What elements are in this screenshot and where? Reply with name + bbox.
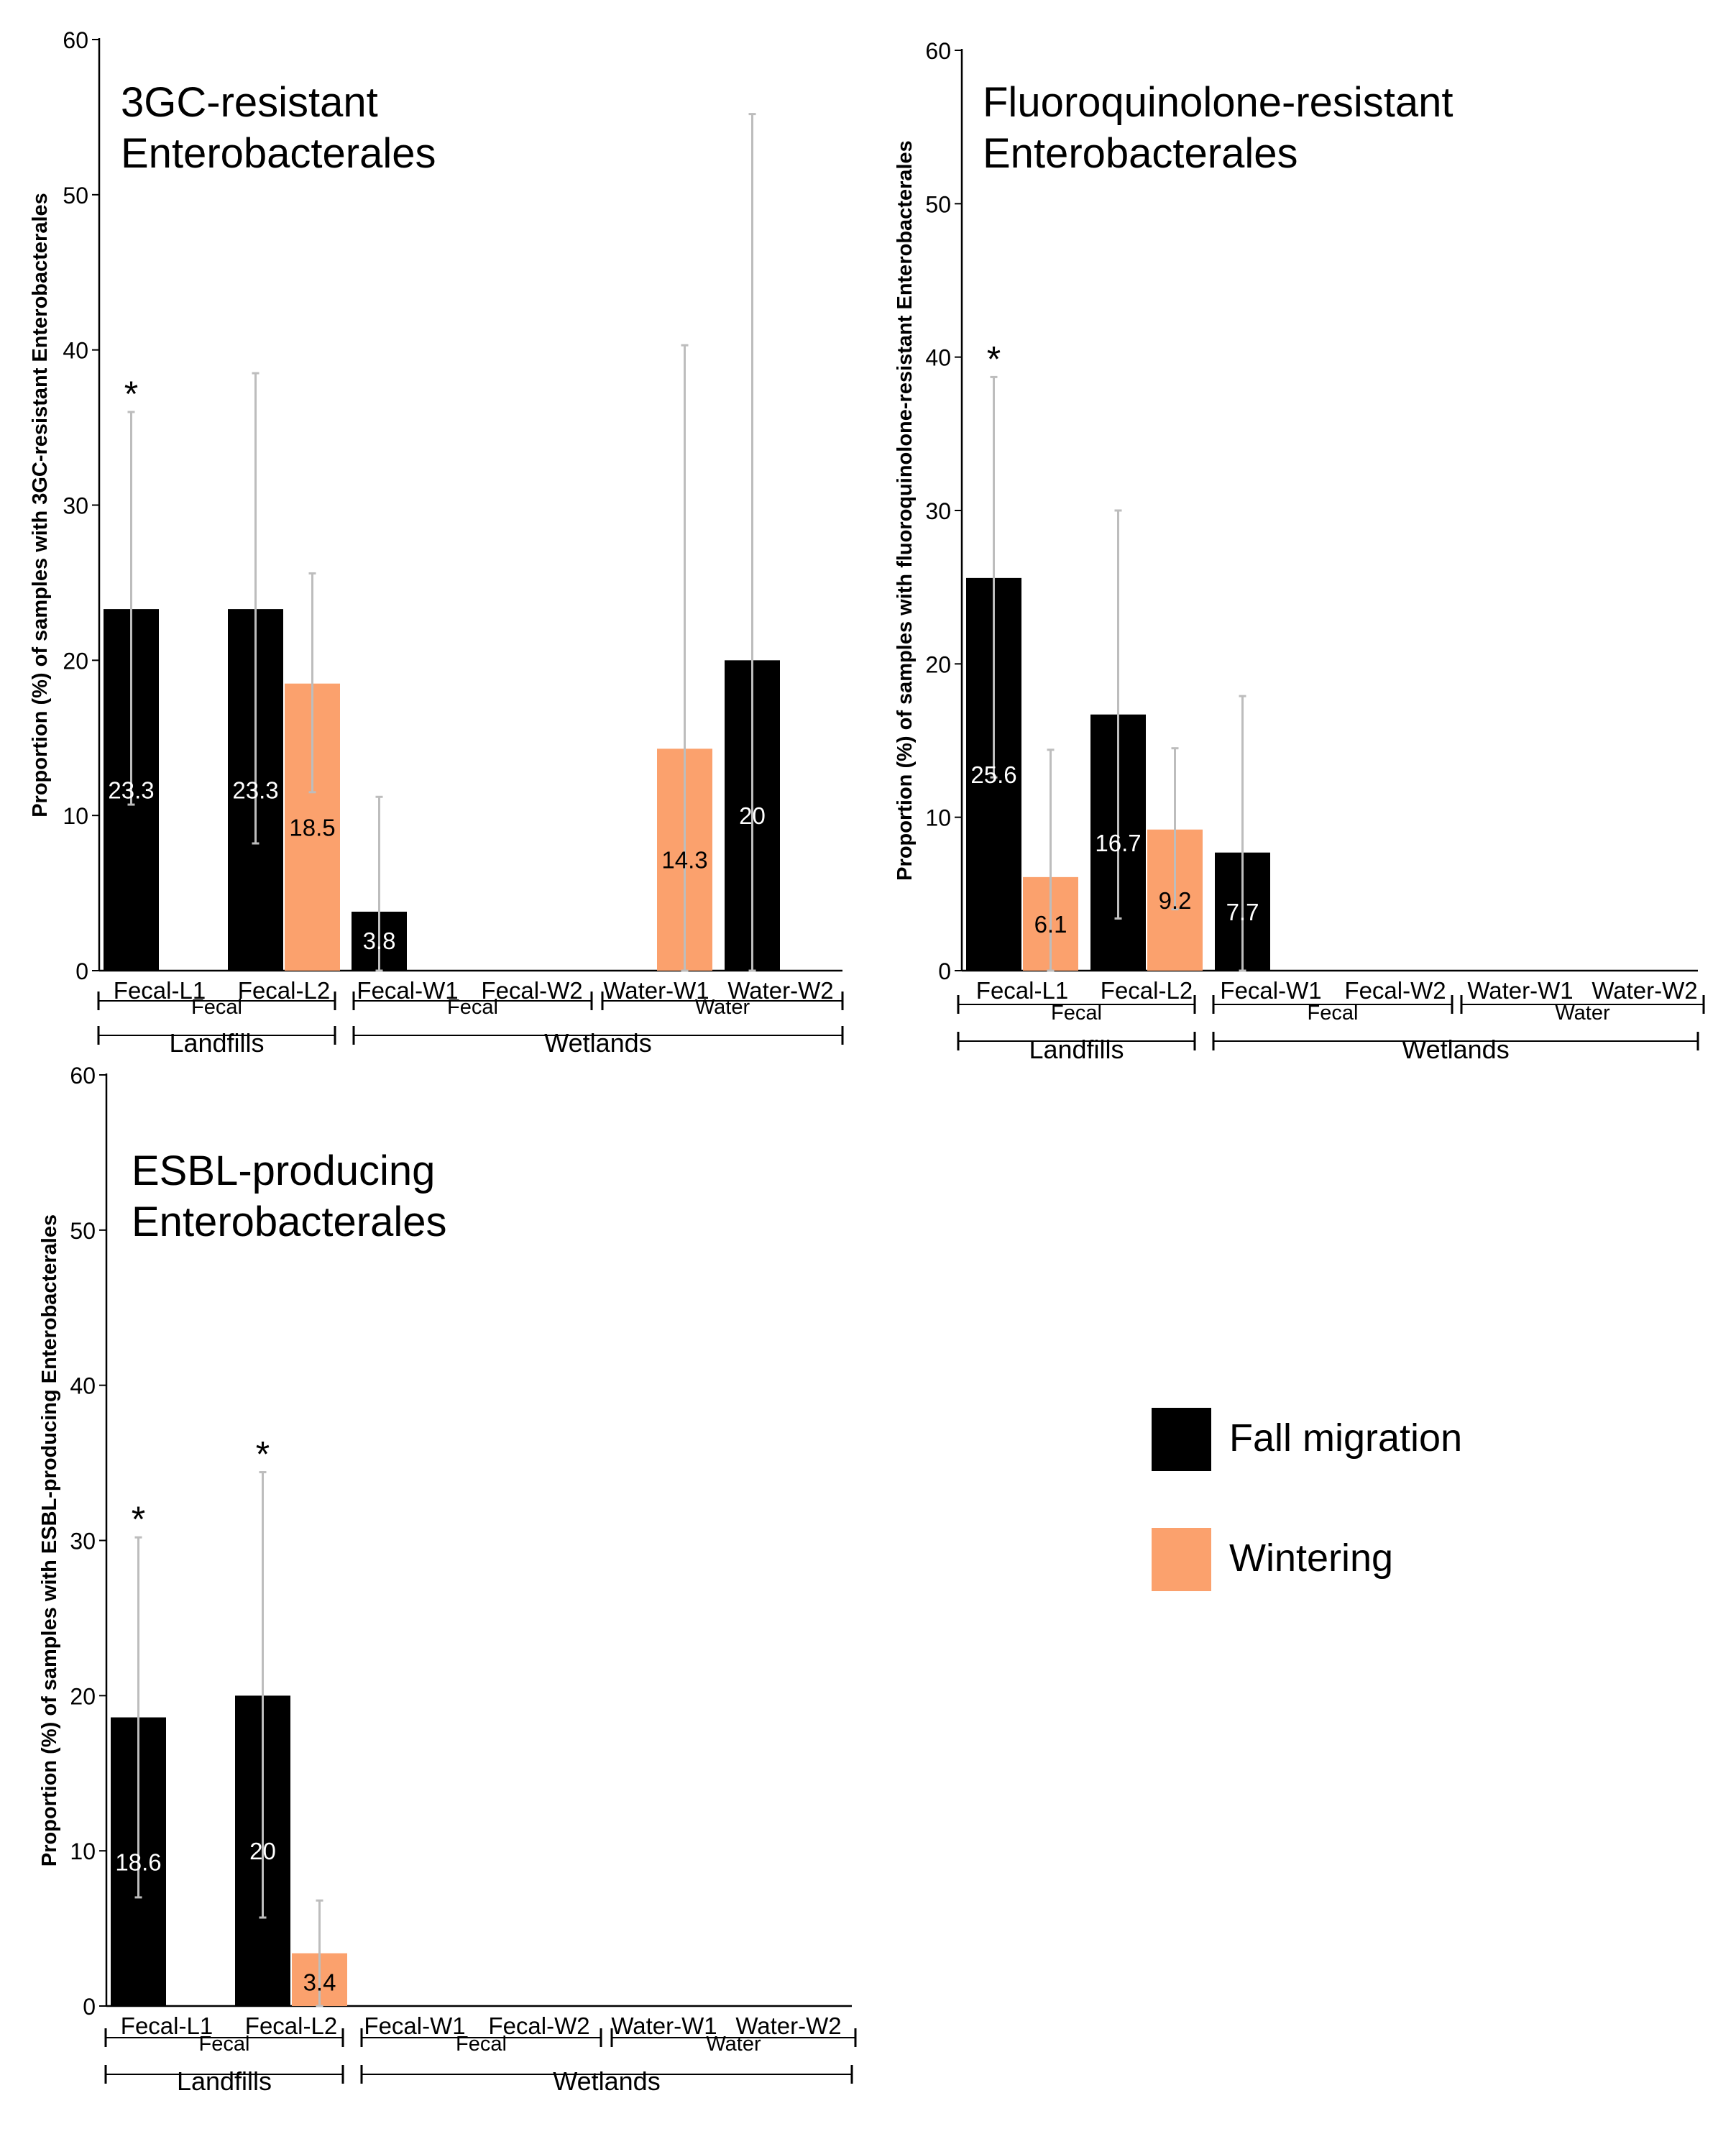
sample-group-label: Fecal (199, 2033, 250, 2056)
x-category-label: Fecal-L2 (238, 977, 330, 1004)
bar-value-label: 14.3 (661, 847, 707, 874)
y-tick-label: 50 (63, 183, 88, 209)
legend: Fall migration Wintering (1152, 1408, 1462, 1591)
sample-group-label: Fecal (447, 996, 498, 1019)
x-category-label: Water-W2 (727, 977, 833, 1004)
site-group-label: Landfills (177, 2066, 272, 2096)
x-category-label: Fecal-W2 (1344, 977, 1446, 1004)
y-tick-label: 50 (925, 191, 951, 217)
site-group-label: Landfills (169, 1028, 264, 1058)
y-tick-label: 50 (70, 1218, 96, 1244)
x-category-label: Fecal-W1 (357, 977, 458, 1004)
chart-esbl-producing: ESBL-producing Enterobacterales Proportion… (38, 1063, 857, 2096)
y-tick-label: 30 (70, 1529, 96, 1554)
chart-title-line: 3GC-resistant (121, 79, 378, 126)
legend-label: Wintering (1229, 1537, 1393, 1580)
y-axis-label: Proportion (%) of samples with fluoroqui… (894, 140, 917, 881)
significance-asterisk: * (132, 1499, 145, 1539)
bar-value-label: 16.7 (1095, 830, 1141, 856)
y-tick-label: 40 (925, 345, 951, 371)
bar-value-label: 9.2 (1159, 887, 1192, 914)
legend-swatch-wintering (1152, 1528, 1211, 1591)
site-group-label: Wetlands (544, 1028, 651, 1058)
bar-value-label: 7.7 (1226, 899, 1259, 925)
x-category-label: Fecal-L1 (121, 2012, 213, 2039)
significance-asterisk: * (256, 1434, 270, 1475)
site-group-label: Wetlands (553, 2066, 660, 2096)
significance-asterisk: * (124, 374, 138, 414)
bar-value-label: 3.8 (363, 928, 396, 954)
x-category-label: Fecal-W1 (1220, 977, 1321, 1004)
x-category-label: Fecal-L1 (114, 977, 206, 1004)
x-category-label: Fecal-L1 (976, 977, 1068, 1004)
y-tick-label: 40 (70, 1373, 96, 1399)
x-category-label: Water-W2 (1592, 977, 1697, 1004)
y-tick-label: 10 (63, 803, 88, 829)
sample-group-label: Fecal (1051, 1002, 1102, 1025)
y-axis-label: Proportion (%) of samples with 3GC-resis… (29, 193, 52, 818)
y-tick-label: 0 (83, 1994, 96, 2020)
x-category-label: Fecal-W2 (481, 977, 582, 1004)
y-tick-label: 10 (70, 1838, 96, 1864)
chart-title-line: Enterobacterales (132, 1199, 446, 1245)
sample-group-label: Fecal (1308, 1002, 1359, 1025)
y-tick-label: 60 (63, 27, 88, 53)
x-category-label: Fecal-W1 (364, 2012, 465, 2039)
y-tick-label: 0 (938, 958, 951, 984)
x-category-label: Fecal-W2 (488, 2012, 589, 2039)
bar-value-label: 25.6 (970, 761, 1016, 788)
y-tick-label: 10 (925, 805, 951, 831)
bar-value-label: 18.5 (289, 814, 335, 841)
bar-value-label: 23.3 (232, 777, 278, 804)
site-group-label: Wetlands (1402, 1035, 1509, 1064)
bar-value-label: 20 (249, 1838, 276, 1864)
bar-value-label: 3.4 (303, 1969, 336, 1996)
legend-swatch-fall-migration (1152, 1408, 1211, 1471)
sample-group-label: Water (695, 996, 750, 1019)
sample-group-label: Water (1555, 1002, 1610, 1025)
x-category-label: Water-W2 (735, 2012, 841, 2039)
chart-title-line: ESBL-producing (132, 1148, 435, 1194)
chart-title-line: Fluoroquinolone-resistant (983, 79, 1453, 126)
y-tick-label: 60 (925, 38, 951, 64)
y-tick-label: 20 (63, 648, 88, 674)
y-tick-label: 0 (75, 958, 88, 984)
x-category-label: Water-W1 (603, 977, 709, 1004)
chart-title-line: Enterobacterales (121, 130, 436, 177)
site-group-label: Landfills (1029, 1035, 1124, 1064)
chart-title-line: Enterobacterales (983, 130, 1298, 177)
y-tick-label: 40 (63, 338, 88, 364)
significance-asterisk: * (987, 339, 1001, 379)
bar-value-label: 23.3 (108, 777, 154, 804)
y-tick-label: 60 (70, 1063, 96, 1089)
chart-fluoroquinolone-resistant: Fluoroquinolone-resistantEnterobacterale… (894, 38, 1705, 1064)
sample-group-label: Water (706, 2033, 761, 2056)
bar-value-label: 20 (739, 802, 766, 829)
bar-value-label: 6.1 (1034, 911, 1067, 938)
bar-value-label: 18.6 (115, 1849, 161, 1875)
y-tick-label: 30 (63, 493, 88, 519)
x-category-label: Water-W1 (1467, 977, 1573, 1004)
sample-group-label: Fecal (456, 2033, 507, 2056)
x-category-label: Water-W1 (611, 2012, 717, 2039)
y-tick-label: 30 (925, 498, 951, 524)
x-category-label: Fecal-L2 (1101, 977, 1193, 1004)
legend-label: Fall migration (1229, 1416, 1462, 1460)
x-category-label: Fecal-L2 (245, 2012, 337, 2039)
y-axis-label: Proportion (%) of samples with ESBL-prod… (38, 1214, 61, 1867)
sample-group-label: Fecal (191, 996, 242, 1019)
y-tick-label: 20 (70, 1683, 96, 1709)
y-tick-label: 20 (925, 651, 951, 677)
